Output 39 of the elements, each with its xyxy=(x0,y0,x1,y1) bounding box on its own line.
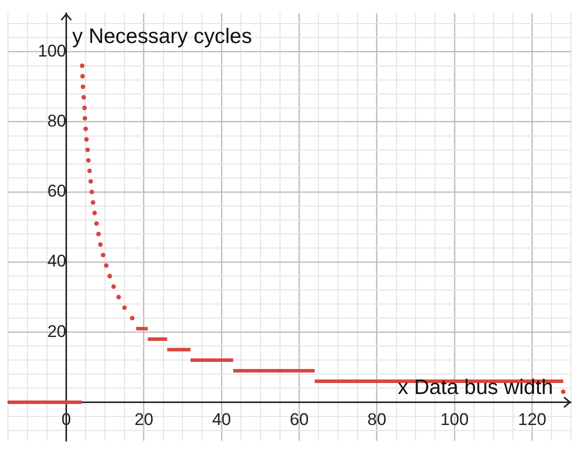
point xyxy=(90,190,94,194)
x-axis-title: x Data bus width xyxy=(398,376,553,400)
point xyxy=(94,221,99,226)
point xyxy=(80,84,86,90)
point xyxy=(85,148,90,152)
point xyxy=(98,242,103,247)
y-tick-label: 40 xyxy=(47,252,66,271)
x-tick-label: 40 xyxy=(212,410,232,430)
point xyxy=(87,168,92,174)
point xyxy=(80,74,85,79)
x-tick-label: 120 xyxy=(518,410,546,430)
x-tick-label: 100 xyxy=(440,410,469,430)
point xyxy=(80,63,84,68)
point xyxy=(122,305,127,310)
point xyxy=(560,389,566,394)
point xyxy=(81,95,86,100)
point xyxy=(83,126,88,132)
y-tick-label: 80 xyxy=(47,112,66,131)
y-tick-label: 60 xyxy=(47,182,66,201)
point xyxy=(96,232,101,236)
point xyxy=(86,158,91,163)
x-tick-label: 20 xyxy=(134,410,154,430)
y-tick-label: 100 xyxy=(38,41,66,60)
point xyxy=(104,263,109,268)
point xyxy=(84,137,89,142)
point xyxy=(92,210,97,216)
point xyxy=(116,294,121,300)
point xyxy=(90,200,96,205)
y-axis-title: y Necessary cycles xyxy=(72,25,252,50)
point xyxy=(111,284,116,289)
point xyxy=(82,106,87,110)
x-tick-label: 60 xyxy=(290,410,309,430)
point xyxy=(100,252,106,258)
x-tick-label: 80 xyxy=(367,410,386,430)
point xyxy=(130,316,135,320)
y-tick-label: 20 xyxy=(47,322,66,341)
point xyxy=(107,274,112,278)
point xyxy=(82,116,88,121)
point xyxy=(88,179,94,184)
